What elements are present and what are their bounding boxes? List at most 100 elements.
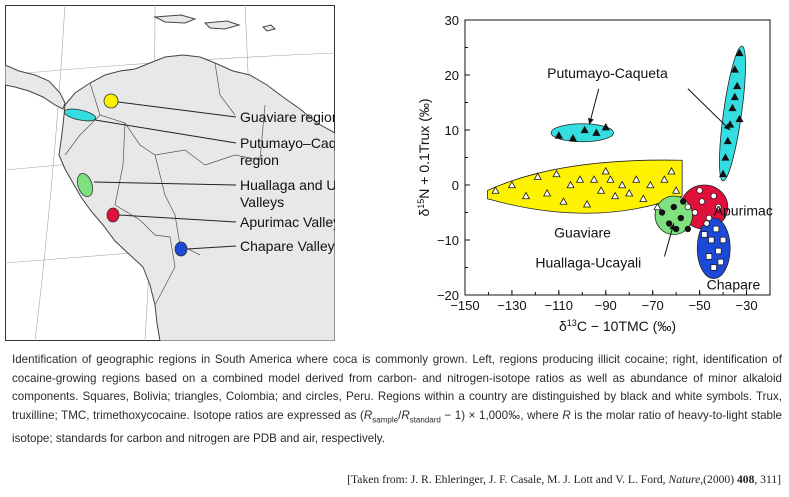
data-point-triangle	[718, 169, 728, 178]
data-point-square	[710, 264, 717, 271]
y-axis-label: δ15N + 0.1Trux (‰)	[416, 98, 432, 216]
chart-annotation: Chapare	[707, 277, 761, 293]
data-point-circle	[698, 198, 706, 205]
data-point-triangle	[568, 134, 578, 142]
chart-annotation: Apurimac	[714, 202, 773, 218]
chart-annotation: Guaviare	[554, 224, 611, 240]
region-ellipses	[487, 45, 746, 279]
data-point-triangle	[552, 169, 561, 178]
x-tick-label: −50	[689, 298, 711, 313]
data-point-circle	[705, 214, 713, 222]
map-label-2-line-1: Valleys	[240, 194, 284, 210]
map-region-labels: Guaviare region Putumayo–Caquetaregion Hua…	[240, 109, 335, 254]
chapare-region-marker	[174, 241, 188, 257]
map-leader-lines	[93, 101, 237, 250]
data-point-triangle	[543, 189, 552, 197]
data-point-triangle	[601, 167, 610, 175]
data-point-triangle	[667, 167, 676, 175]
data-point-triangle	[491, 186, 500, 194]
data-point-square	[719, 236, 727, 244]
data-point-triangle	[672, 186, 681, 194]
data-point-triangle	[730, 92, 739, 101]
annotation-pointer	[687, 88, 731, 131]
data-point-circle	[696, 187, 703, 194]
data-point-triangle	[507, 180, 517, 189]
data-point-circle	[658, 209, 666, 216]
data-point-triangle	[721, 153, 730, 161]
data-point-triangle	[735, 48, 744, 57]
y-tick-label: 20	[445, 68, 459, 83]
x-axis-label: δ13C − 10TMC (‰)	[559, 318, 676, 334]
data-point-triangle	[639, 194, 648, 202]
huallaga-ellipse	[654, 195, 693, 235]
figure-citation: [Taken from: J. R. Ehleringer, J. F. Cas…	[347, 473, 781, 486]
x-tick-label: −130	[497, 298, 526, 313]
y-tick-label: −20	[437, 288, 459, 303]
data-point-triangle	[728, 103, 737, 112]
isotope-scatter-plot: −150 −130 −110 −90 −70 −50 −30 −20 −10 0 10 20 30 δ13…	[416, 13, 773, 334]
huallaga-ucayali-region-marker	[76, 172, 94, 198]
land-shading	[5, 14, 335, 341]
data-point-circle	[684, 225, 692, 233]
x-tick-label: −150	[450, 298, 479, 313]
data-point-circle	[691, 209, 699, 216]
map-label-4-line-0: Chapare Valley	[240, 238, 335, 254]
data-point-triangle	[533, 172, 542, 180]
data-point-square	[701, 231, 708, 238]
data-point-triangle	[589, 175, 599, 183]
putumayo-tall-ellipse	[719, 45, 746, 182]
annotation-arrowhead	[587, 117, 594, 125]
x-tick-label: −30	[736, 298, 758, 313]
map-label-1-line-0: Putumayo–Caqueta	[240, 135, 335, 151]
data-point-triangle	[611, 191, 620, 200]
data-point-square	[708, 236, 715, 244]
data-point-triangle	[653, 202, 662, 211]
data-point-triangle	[580, 125, 589, 134]
x-tick-label: −70	[642, 298, 664, 313]
data-point-circle	[710, 192, 717, 200]
data-point-circle	[703, 220, 710, 227]
data-point-triangle	[596, 186, 606, 194]
data-point-triangle	[730, 65, 739, 73]
y-tick-label: 0	[452, 178, 459, 193]
data-point-triangle	[592, 128, 601, 136]
y-tick-label: 30	[445, 13, 459, 28]
data-points	[491, 48, 744, 271]
data-point-triangle	[566, 180, 575, 189]
guaviare-ellipse	[487, 159, 683, 214]
x-tick-label: −90	[595, 298, 617, 313]
data-point-triangle	[601, 123, 610, 131]
y-tick-label: −10	[437, 233, 459, 248]
chart-axes: −150 −130 −110 −90 −70 −50 −30 −20 −10 0 10 20 30 δ13…	[416, 13, 771, 334]
data-point-circle	[670, 203, 677, 211]
data-point-triangle	[521, 191, 531, 200]
apurimac-region-marker	[106, 207, 120, 223]
guaviare-region-marker	[103, 93, 119, 109]
chart-annotations: Putumayo-Caqueta Apurimac Guaviare Huallaga…	[535, 65, 772, 293]
data-point-square	[712, 225, 720, 233]
data-point-circle	[715, 203, 722, 211]
data-point-triangle	[733, 81, 742, 90]
map-label-3-line-0: Apurimac Valley	[240, 214, 335, 230]
data-point-square	[715, 247, 722, 255]
putumayo-caqueta-region-marker	[63, 108, 97, 122]
data-point-triangle	[632, 175, 641, 183]
figure-caption: Identification of geographic regions in …	[12, 353, 782, 445]
annotation-pointer	[588, 88, 600, 125]
x-tick-label: −110	[545, 298, 573, 313]
data-point-triangle	[723, 136, 732, 145]
map-label-2-line-0: Huallaga and Ucayali	[240, 177, 335, 193]
data-point-square	[717, 258, 724, 266]
data-point-triangle	[660, 175, 669, 183]
y-tick-label: 10	[445, 123, 459, 138]
data-point-square	[705, 253, 713, 260]
map-label-0-line-0: Guaviare region	[240, 109, 335, 125]
data-point-circle	[684, 203, 692, 211]
chart-annotation: Putumayo-Caqueta	[547, 65, 668, 81]
annotation-arrowhead	[723, 123, 731, 131]
data-point-triangle	[606, 175, 615, 183]
data-point-triangle	[735, 114, 744, 123]
map-label-1-line-1: region	[240, 152, 279, 168]
data-point-triangle	[554, 131, 563, 139]
data-point-circle	[680, 198, 687, 205]
